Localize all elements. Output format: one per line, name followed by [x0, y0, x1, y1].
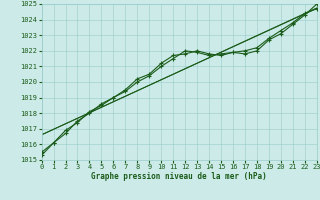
X-axis label: Graphe pression niveau de la mer (hPa): Graphe pression niveau de la mer (hPa) [91, 172, 267, 181]
